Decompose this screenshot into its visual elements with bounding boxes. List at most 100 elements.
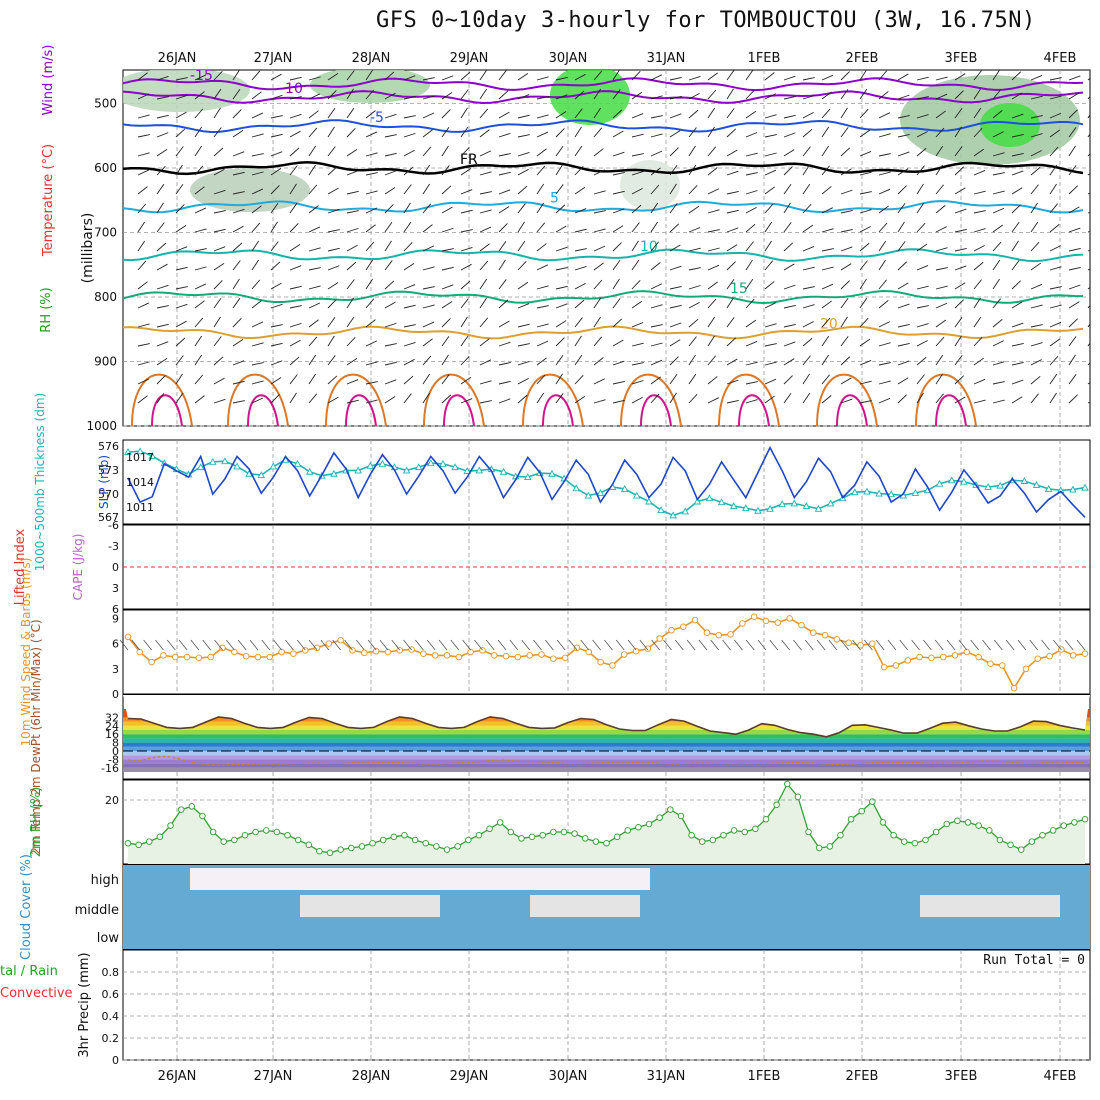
wind-barb (251, 153, 264, 157)
wind-barb (707, 281, 718, 290)
wind-barb (422, 203, 432, 214)
wind10m-barb (521, 639, 531, 651)
date-label-top: 2FEB (846, 51, 879, 66)
wind-barb (954, 90, 964, 100)
wind10m-barb (1064, 639, 1074, 651)
wind-barb (137, 323, 150, 328)
wind-speed-line-point (1010, 684, 1018, 692)
wind-barb (403, 284, 416, 290)
wind-barb (859, 191, 872, 195)
wind-barb (1030, 283, 1043, 290)
rh-point (943, 820, 951, 828)
wind-barb (745, 190, 758, 195)
date-label-top: 26JAN (158, 51, 197, 66)
rh-point (794, 793, 802, 801)
wind-barb (270, 94, 283, 100)
wind-barb (232, 278, 240, 290)
wind-barb (878, 188, 891, 195)
wind-barb (631, 133, 644, 138)
wind-barb (1087, 342, 1090, 347)
wind-barb (840, 89, 849, 100)
wind-barb (916, 183, 924, 195)
wind-barb (384, 280, 395, 290)
wind-barb (403, 166, 414, 176)
wind-barb (669, 322, 682, 328)
wind-barb (422, 245, 435, 252)
wind-barb (517, 394, 528, 404)
isotherm-loop-inner (443, 394, 475, 426)
rh-point (220, 838, 227, 845)
wind-barb (669, 77, 682, 81)
wind-barb (251, 321, 264, 328)
wind-barb (460, 126, 469, 138)
isotherm-loop-inner (640, 394, 672, 426)
wind-barb (783, 375, 793, 385)
wind-barb (308, 205, 319, 214)
rh-point (1017, 846, 1025, 853)
wind-speed-line-point (786, 615, 793, 622)
wind-barb (403, 75, 416, 81)
wind-barb (688, 109, 699, 119)
wind-barb (536, 96, 549, 100)
wind-barb (194, 248, 207, 252)
wind-barb (175, 373, 183, 385)
thickness-line-point (524, 473, 532, 480)
wind-barb (308, 285, 321, 290)
wind-barb (156, 132, 169, 138)
wind-barb (232, 400, 245, 404)
wind-barb (878, 342, 891, 347)
wind-barb (1087, 173, 1090, 176)
wind-barb (289, 374, 298, 385)
wind-barb (498, 171, 511, 176)
wind-barb (156, 202, 164, 214)
wind-barb (194, 317, 204, 328)
wind-barb (1049, 146, 1059, 157)
wind-speed-line-point (987, 660, 994, 668)
thickness-line-point (693, 497, 702, 505)
rh-point (422, 839, 429, 847)
wind-barb (916, 131, 928, 138)
wind-barb (783, 358, 795, 366)
wind-barb (517, 72, 529, 81)
wind-barb (954, 299, 964, 309)
wind-barb (764, 72, 775, 81)
wind-barb (954, 335, 962, 347)
wind-barb (422, 112, 435, 119)
dewpoint-line (127, 755, 1085, 766)
wind-barb (593, 336, 603, 347)
wind-barb (555, 373, 563, 385)
wind-barb (403, 184, 412, 195)
rh-point (847, 815, 855, 823)
isotherm-loop-inner (738, 394, 770, 426)
wind-barb (536, 183, 545, 195)
wind-barb (555, 225, 567, 233)
wind-barb (270, 324, 283, 328)
wind-barb (346, 297, 354, 309)
wind-barb (175, 183, 184, 195)
rh-label: 2m RH (%) (29, 787, 44, 858)
wind-barb (384, 240, 392, 252)
wind-speed-line-point (325, 640, 333, 647)
wind-barb (802, 183, 811, 195)
wind-barb (593, 245, 606, 252)
wind-speed-line-point (361, 649, 368, 657)
wind-barb (992, 190, 1005, 195)
thickness-line-point (887, 490, 895, 498)
wind-barb (365, 131, 378, 138)
cloud-layer-label: middle (75, 903, 119, 918)
wind-barb (346, 227, 359, 233)
temp-tick: -16 (101, 762, 119, 775)
profile-y-tick: 600 (94, 161, 117, 175)
slp-line (127, 445, 1086, 518)
wind-barb (669, 374, 678, 385)
wind-barb (707, 72, 718, 81)
wind-barb (764, 134, 777, 138)
rh-point (826, 843, 834, 850)
temp-band (123, 759, 1090, 764)
wind-barb (593, 357, 604, 366)
wind10m-barb (556, 639, 566, 651)
wind-barb (1011, 222, 1020, 233)
wind-barb (916, 323, 929, 328)
wind-barb (384, 113, 397, 119)
wind-barb (973, 127, 983, 138)
